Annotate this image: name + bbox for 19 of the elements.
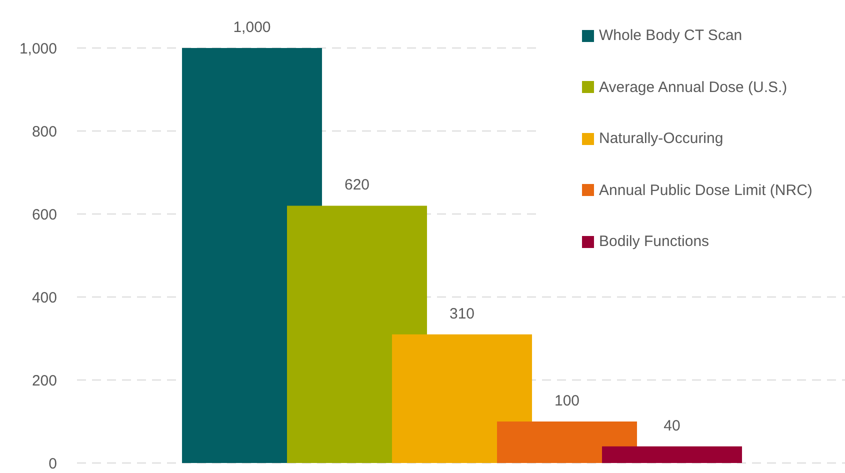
- y-tick-label: 800: [32, 123, 57, 140]
- bar: [392, 334, 532, 463]
- legend-label: Naturally-Occuring: [599, 130, 724, 148]
- y-tick-label: 400: [32, 289, 57, 306]
- bar: [602, 446, 742, 463]
- y-tick-label: 0: [48, 455, 57, 472]
- legend-label: Average Annual Dose (U.S.): [599, 78, 788, 96]
- legend-label: Bodily Functions: [599, 233, 710, 250]
- y-tick-label: 1,000: [19, 40, 57, 58]
- legend-label: Whole Body CT Scan: [599, 27, 742, 44]
- data-label: 620: [344, 176, 370, 194]
- data-label: 40: [664, 417, 680, 434]
- y-tick-label: 600: [32, 206, 57, 224]
- legend-label: Annual Public Dose Limit (NRC): [599, 182, 812, 199]
- data-label: 310: [449, 305, 475, 322]
- data-label: 100: [554, 392, 580, 410]
- bar: [497, 422, 637, 463]
- data-label: 1,000: [233, 19, 271, 36]
- y-tick-label: 200: [32, 372, 57, 390]
